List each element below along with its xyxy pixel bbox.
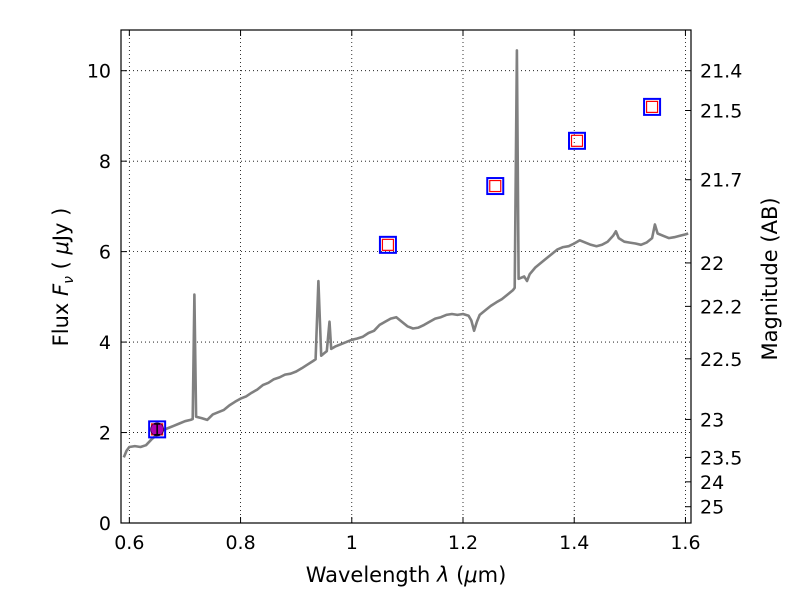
x-tick-label: 0.8 bbox=[225, 532, 255, 554]
model-square-red bbox=[381, 238, 395, 251]
photometry-square-blue bbox=[643, 97, 662, 116]
y-tick-label: 6 bbox=[99, 242, 111, 264]
y2-ticks: 21.4 21.5 21.7 22 22.2 22.5 23 23.5 24 25 bbox=[685, 61, 742, 519]
y2-tick-label: 22.2 bbox=[700, 296, 742, 318]
x-ticks: 0.6 0.8 1 1.2 1.4 1.6 bbox=[114, 30, 701, 554]
y2-tick-label: 24 bbox=[700, 472, 724, 494]
photometry-square-blue bbox=[486, 177, 505, 196]
x-tick-label: 1.2 bbox=[448, 532, 478, 554]
plot-frame bbox=[120, 29, 692, 524]
y2-tick-label: 21.5 bbox=[700, 101, 742, 123]
x-axis-title: Wavelength λ (μm) bbox=[306, 563, 507, 587]
y2-tick-label: 21.7 bbox=[700, 170, 742, 192]
photometry-markers bbox=[148, 97, 662, 439]
y2-tick-label: 23 bbox=[700, 409, 724, 431]
y2-tick-label: 22.5 bbox=[700, 349, 742, 371]
model-square-red bbox=[489, 179, 502, 193]
y2-tick-label: 21.4 bbox=[700, 61, 742, 83]
spectrum bbox=[122, 49, 689, 458]
y-tick-label: 10 bbox=[87, 61, 111, 83]
x-tick-label: 1.4 bbox=[559, 532, 589, 554]
y2-tick-label: 23.5 bbox=[700, 447, 742, 469]
y-tick-label: 2 bbox=[99, 423, 111, 445]
spectrum-line bbox=[122, 49, 689, 458]
y-tick-label: 4 bbox=[99, 332, 111, 354]
photometry-square-blue bbox=[568, 131, 586, 150]
y-tick-label: 0 bbox=[99, 513, 111, 535]
photometry-square-blue bbox=[148, 420, 167, 439]
y2-tick-label: 22 bbox=[700, 253, 724, 275]
y-axis-title: Flux Fν ( μJy ) bbox=[49, 208, 77, 347]
x-tick-label: 0.6 bbox=[114, 532, 144, 554]
x-tick-label: 1 bbox=[346, 532, 358, 554]
model-square-red bbox=[570, 134, 584, 147]
photometry-square-blue bbox=[378, 235, 397, 254]
y2-tick-label: 25 bbox=[700, 497, 724, 519]
model-square-red bbox=[645, 100, 659, 113]
plot-area bbox=[121, 30, 691, 523]
y-ticks: 0 2 4 6 8 10 bbox=[87, 61, 127, 535]
y2-axis-title: Magnitude (AB) bbox=[758, 197, 782, 360]
y-tick-label: 8 bbox=[99, 151, 111, 173]
x-tick-label: 1.6 bbox=[670, 532, 700, 554]
